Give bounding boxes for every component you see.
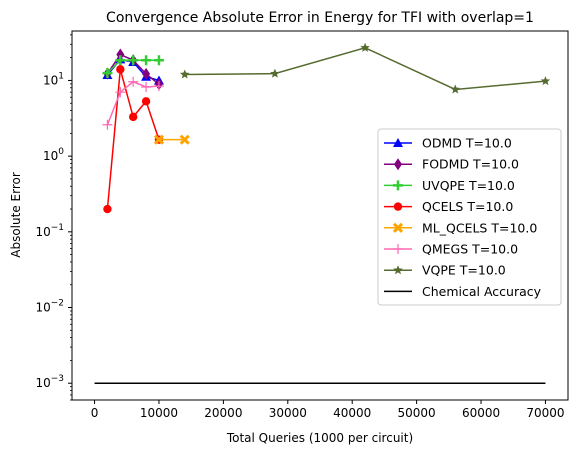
data-point	[115, 87, 126, 98]
x-tick-label: 0	[91, 406, 99, 420]
x-tick-label: 60000	[462, 406, 500, 420]
data-point	[153, 55, 164, 66]
plot-area	[94, 42, 551, 384]
data-point	[115, 55, 126, 66]
data-point	[128, 76, 139, 87]
data-point	[128, 112, 138, 122]
series-line	[184, 46, 546, 91]
legend-marker	[393, 138, 403, 147]
y-tick-label: 10−2	[35, 299, 64, 315]
data-point	[116, 48, 125, 61]
data-point	[142, 67, 151, 80]
series-5	[102, 76, 164, 130]
y-axis: 10−3 10−2 10−1 100 101	[35, 34, 72, 401]
data-point	[102, 68, 113, 79]
data-point	[179, 134, 190, 145]
x-tick-label: 50000	[398, 406, 436, 420]
y-tick-label: 100	[43, 147, 64, 163]
legend-marker	[392, 222, 404, 233]
legend-label: Chemical Accuracy	[422, 284, 542, 299]
chart-title: Convergence Absolute Error in Energy for…	[106, 10, 534, 26]
data-point	[153, 81, 164, 92]
legend-marker	[393, 265, 403, 275]
legend-marker	[394, 158, 402, 171]
data-point	[540, 76, 551, 86]
legend-item: ODMD T=10.0	[384, 136, 512, 151]
x-axis-label: Total Queries (1000 per circuit)	[226, 431, 413, 445]
data-point	[116, 65, 125, 74]
data-point	[270, 68, 280, 78]
legend-marker	[393, 244, 403, 254]
data-point	[102, 119, 113, 130]
legend-item: QMEGS T=10.0	[384, 242, 518, 257]
y-tick-label: 101	[43, 71, 64, 87]
legend-item: ML_QCELS T=10.0	[384, 220, 537, 235]
legend-label: VQPE T=10.0	[422, 263, 506, 278]
data-point	[141, 81, 152, 92]
data-point	[179, 69, 190, 79]
legend-item: UVQPE T=10.0	[384, 178, 515, 193]
y-tick-label: 10−3	[35, 374, 64, 390]
data-point	[450, 84, 461, 94]
data-point	[360, 42, 370, 52]
data-point	[103, 204, 112, 214]
x-tick-label: 70000	[526, 406, 564, 420]
legend-label: UVQPE T=10.0	[422, 178, 515, 193]
x-tick-label: 20000	[204, 406, 242, 420]
legend-label: FODMD T=10.0	[422, 157, 519, 172]
legend-label: QMEGS T=10.0	[422, 242, 518, 257]
series-4	[153, 134, 190, 145]
x-tick-label: 30000	[269, 406, 307, 420]
plot-frame	[71, 30, 569, 401]
legend-item: Chemical Accuracy	[384, 284, 542, 299]
data-point	[141, 97, 151, 106]
legend-label: ODMD T=10.0	[422, 136, 512, 151]
legend-box	[377, 128, 562, 306]
x-tick-label: 10000	[140, 406, 178, 420]
legend-item: QCELS T=10.0	[384, 199, 513, 214]
series-2	[102, 55, 164, 79]
data-point	[128, 55, 139, 66]
legend-label: QCELS T=10.0	[422, 199, 513, 214]
legend-item: FODMD T=10.0	[384, 157, 519, 172]
data-point	[153, 134, 165, 145]
y-tick-label: 10−1	[35, 223, 64, 239]
series-6	[179, 42, 551, 94]
x-axis: 0 10000 20000 30000 40000 50000 60000 70000	[91, 400, 565, 420]
x-tick-label: 40000	[333, 406, 371, 420]
legend-marker	[393, 180, 403, 191]
series-3	[103, 65, 164, 214]
legend-item: VQPE T=10.0	[384, 263, 506, 278]
series-line	[106, 69, 160, 210]
data-point	[141, 55, 152, 66]
legend: ODMD T=10.0 FODMD T=10.0 UVQPE T=10.0 QCELS…	[377, 128, 562, 306]
legend-marker	[393, 202, 403, 211]
legend-label: ML_QCELS T=10.0	[422, 220, 537, 235]
y-axis-label: Absolute Error	[9, 172, 23, 258]
